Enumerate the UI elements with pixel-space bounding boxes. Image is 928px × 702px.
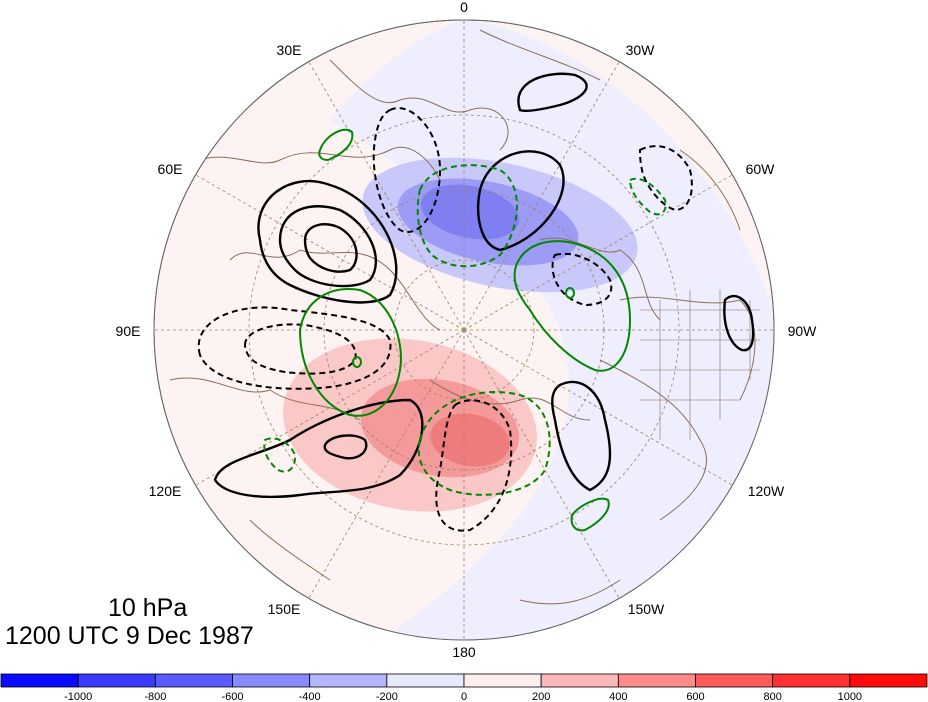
colorbar-box <box>154 673 233 688</box>
colorbar-tick-label: -400 <box>299 691 321 702</box>
colorbar-box <box>849 673 928 688</box>
colorbar-box <box>77 673 156 688</box>
lon-label-90e: 90E <box>116 323 141 339</box>
lon-label-30e: 30E <box>277 42 302 58</box>
colorbar-box <box>463 673 542 688</box>
positive-contours <box>213 72 755 499</box>
lon-label-60w: 60W <box>746 161 776 177</box>
lon-label-90w: 90W <box>788 323 818 339</box>
colorbar-box <box>232 673 311 688</box>
colorbar-tick-label: -200 <box>376 691 398 702</box>
colorbar-boxes <box>0 673 928 688</box>
lon-label-60e: 60E <box>158 161 183 177</box>
negative-contours <box>197 107 693 532</box>
colorbar-tick-label: 800 <box>763 691 781 702</box>
meridians <box>154 20 774 640</box>
negative-anomaly-core <box>420 184 520 240</box>
colorbar-box <box>540 673 619 688</box>
lon-label-180: 180 <box>452 644 476 660</box>
colorbar-tick-label: 400 <box>609 691 627 702</box>
colorbar-box <box>617 673 696 688</box>
lon-label-0: 0 <box>460 0 468 15</box>
positive-anomaly-core <box>430 413 510 467</box>
colorbar-tick-label: 600 <box>686 691 704 702</box>
colorbar-tick-labels: -1000 -800 -600 -400 -200 0 200 400 600 800 1000 <box>64 691 862 702</box>
timestamp-title: 1200 UTC 9 Dec 1987 <box>5 622 254 650</box>
pressure-level-title: 10 hPa <box>108 594 188 622</box>
colorbar-box <box>0 673 79 688</box>
coastlines <box>169 29 756 605</box>
colorbar-box <box>386 673 465 688</box>
colorbar-tick-label: 1000 <box>838 691 862 702</box>
colorbar-box <box>695 673 774 688</box>
colorbar-tick-label: 200 <box>532 691 550 702</box>
lon-label-120w: 120W <box>748 483 785 499</box>
lon-label-30w: 30W <box>626 42 656 58</box>
lon-label-150w: 150W <box>628 601 665 617</box>
colorbar-tick-label: -1000 <box>64 691 92 702</box>
lon-label-150e: 150E <box>268 601 301 617</box>
green-dashed-contours <box>263 164 667 496</box>
colorbar-box <box>309 673 388 688</box>
colorbar-tick-label: -800 <box>144 691 166 702</box>
colorbar-tick-label: 0 <box>461 691 467 702</box>
lon-label-120e: 120E <box>149 483 182 499</box>
colorbar: -1000 -800 -600 -400 -200 0 200 400 600 800 1000 <box>0 673 928 702</box>
green-solid-contours <box>298 128 632 532</box>
polar-map: 0 30E 30W 60E 60W 90E 90W 120E 120W 150E… <box>116 0 818 660</box>
colorbar-box <box>772 673 851 688</box>
colorbar-tick-label: -600 <box>221 691 243 702</box>
